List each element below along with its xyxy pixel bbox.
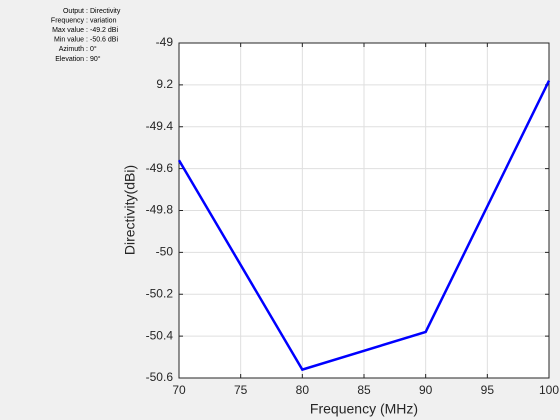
- y-axis-label: Directivity(dBi): [122, 165, 138, 255]
- info-label: Output: [63, 8, 84, 15]
- info-value: Directivity: [90, 8, 121, 15]
- info-separator: :: [86, 56, 88, 63]
- info-value: -49.2 dBi: [90, 27, 118, 34]
- info-value: variation: [90, 17, 117, 24]
- info-label: Min value: [54, 37, 84, 44]
- y-tick-label: -50.2: [146, 286, 174, 300]
- info-value: 90°: [90, 55, 101, 63]
- x-tick-label: 80: [296, 383, 310, 397]
- x-tick-label: 75: [234, 383, 248, 397]
- info-label: Azimuth: [59, 46, 84, 53]
- info-label: Elevation: [55, 56, 84, 63]
- x-axis-label: Frequency (MHz): [310, 401, 418, 417]
- y-tick-label: -49.8: [146, 203, 174, 217]
- x-tick-label: 90: [419, 383, 433, 397]
- y-tick-label: -49.4: [146, 119, 174, 133]
- info-label: Frequency: [51, 17, 85, 24]
- x-tick-label: 70: [172, 383, 186, 397]
- info-label: Max value: [52, 27, 84, 34]
- data-line: [177, 80, 551, 372]
- axes-box: [178, 42, 550, 379]
- y-tick-label: -50: [156, 245, 174, 259]
- info-value: 0°: [90, 45, 97, 53]
- info-separator: :: [86, 46, 88, 53]
- info-value: -50.6 dBi: [90, 37, 118, 44]
- x-tick-label: 85: [357, 383, 371, 397]
- info-separator: :: [86, 27, 88, 34]
- info-separator: :: [86, 37, 88, 44]
- y-tick-label: -49: [156, 35, 174, 49]
- info-separator: :: [86, 8, 88, 15]
- x-tick-label: 95: [481, 383, 495, 397]
- y-tick-label: -50.6: [146, 370, 174, 384]
- x-tick-label: 100: [539, 383, 559, 397]
- info-separator: :: [86, 17, 88, 24]
- y-tick-label: -49.6: [146, 161, 174, 175]
- y-tick-label: 9.2: [156, 77, 173, 91]
- y-tick-label: -50.4: [146, 328, 174, 342]
